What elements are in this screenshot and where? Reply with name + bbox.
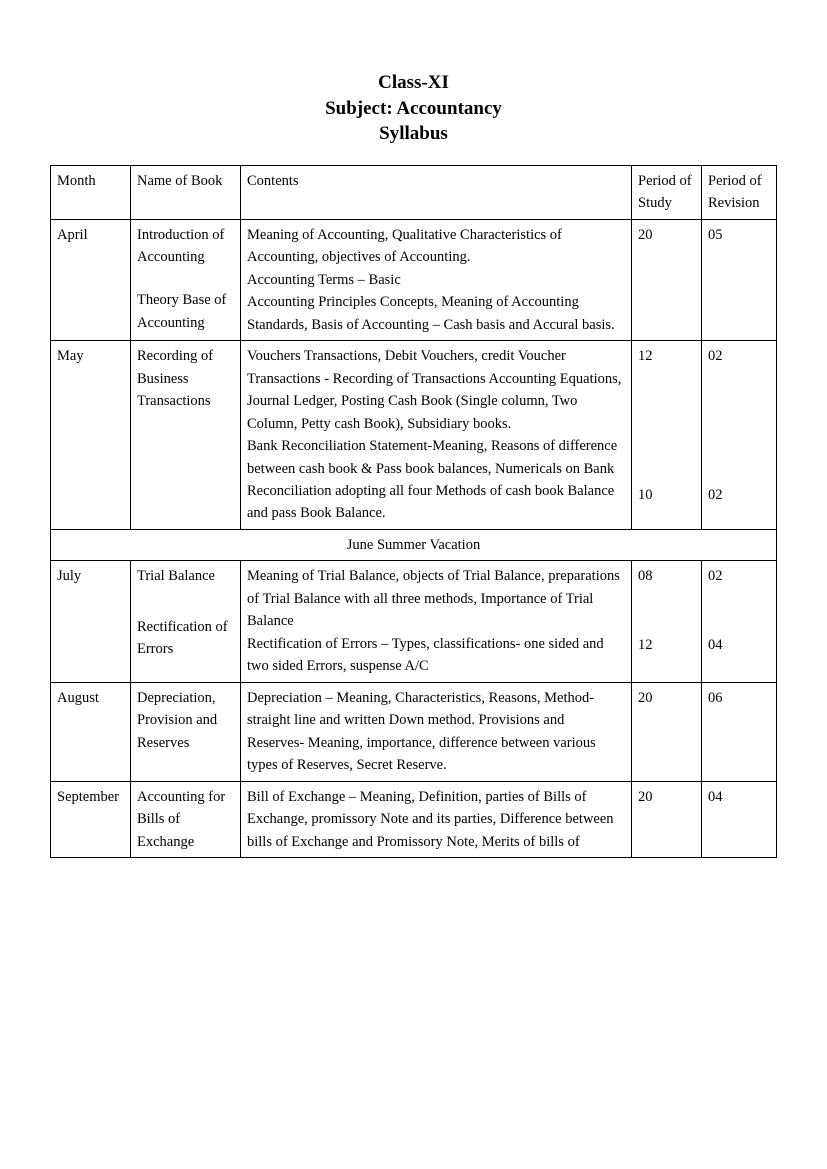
row-august: August Depreciation, Provision and Reser… — [51, 682, 777, 781]
row-april: April Introduction of Accounting Theory … — [51, 219, 777, 340]
may-book: Recording of Business Transactions — [131, 341, 241, 530]
april-contents: Meaning of Accounting, Qualitative Chara… — [241, 219, 632, 340]
july-contents: Meaning of Trial Balance, objects of Tri… — [241, 561, 632, 682]
july-month: July — [51, 561, 131, 682]
row-may: May Recording of Business Transactions V… — [51, 341, 777, 530]
may-study2: 10 — [638, 484, 695, 506]
june-vacation: June Summer Vacation — [51, 529, 777, 560]
may-contents2: Bank Reconciliation Statement-Meaning, R… — [247, 435, 625, 525]
title-class: Class-XI — [50, 70, 777, 96]
title-block: Class-XI Subject: Accountancy Syllabus — [50, 70, 777, 147]
row-july: July Trial Balance Rectification of Erro… — [51, 561, 777, 682]
title-syllabus: Syllabus — [50, 121, 777, 147]
april-book: Introduction of Accounting Theory Base o… — [131, 219, 241, 340]
september-study: 20 — [632, 781, 702, 857]
september-book: Accounting for Bills of Exchange — [131, 781, 241, 857]
july-book: Trial Balance Rectification of Errors — [131, 561, 241, 682]
july-study1: 08 — [638, 565, 695, 587]
may-contents: Vouchers Transactions, Debit Vouchers, c… — [241, 341, 632, 530]
header-month: Month — [51, 165, 131, 219]
may-month: May — [51, 341, 131, 530]
row-september: September Accounting for Bills of Exchan… — [51, 781, 777, 857]
august-book: Depreciation, Provision and Reserves — [131, 682, 241, 781]
august-month: August — [51, 682, 131, 781]
april-study: 20 — [632, 219, 702, 340]
august-revision: 06 — [702, 682, 777, 781]
july-book1: Trial Balance — [137, 565, 234, 587]
july-study2: 12 — [638, 634, 695, 656]
row-june: June Summer Vacation — [51, 529, 777, 560]
july-revision1: 02 — [708, 565, 770, 587]
may-revision: 02 02 — [702, 341, 777, 530]
header-revision: Period of Revision — [702, 165, 777, 219]
may-contents1: Vouchers Transactions, Debit Vouchers, c… — [247, 345, 625, 435]
august-study: 20 — [632, 682, 702, 781]
july-contents1: Meaning of Trial Balance, objects of Tri… — [247, 565, 625, 632]
july-revision2: 04 — [708, 634, 770, 656]
syllabus-table: Month Name of Book Contents Period of St… — [50, 165, 777, 858]
april-month: April — [51, 219, 131, 340]
september-revision: 04 — [702, 781, 777, 857]
september-month: September — [51, 781, 131, 857]
july-revision: 02 04 — [702, 561, 777, 682]
september-contents: Bill of Exchange – Meaning, Definition, … — [241, 781, 632, 857]
july-contents2: Rectification of Errors – Types, classif… — [247, 633, 625, 678]
header-book: Name of Book — [131, 165, 241, 219]
may-revision2: 02 — [708, 484, 770, 506]
august-contents: Depreciation – Meaning, Characteristics,… — [241, 682, 632, 781]
april-book1: Introduction of Accounting — [137, 224, 234, 269]
may-revision1: 02 — [708, 345, 770, 367]
may-study: 12 10 — [632, 341, 702, 530]
header-row: Month Name of Book Contents Period of St… — [51, 165, 777, 219]
july-book2: Rectification of Errors — [137, 616, 234, 661]
april-revision: 05 — [702, 219, 777, 340]
header-contents: Contents — [241, 165, 632, 219]
april-book2: Theory Base of Accounting — [137, 289, 234, 334]
title-subject: Subject: Accountancy — [50, 96, 777, 122]
may-study1: 12 — [638, 345, 695, 367]
july-study: 08 12 — [632, 561, 702, 682]
header-study: Period of Study — [632, 165, 702, 219]
